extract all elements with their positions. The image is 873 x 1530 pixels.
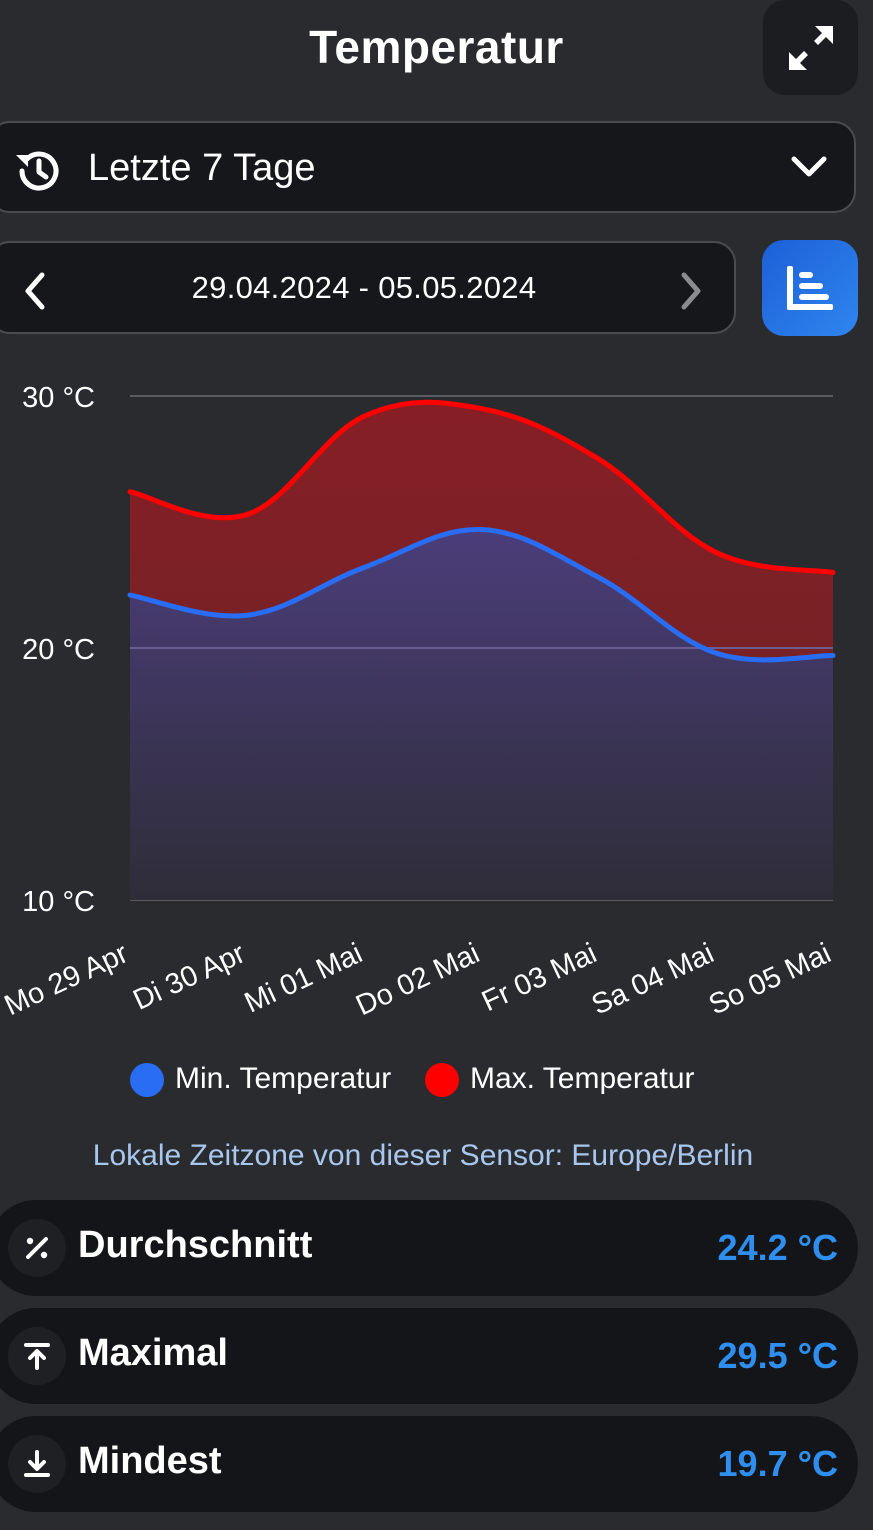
legend-min-label[interactable]: Min. Temperatur [175, 1062, 392, 1095]
stat-maximum-value: 29.5 °C [717, 1335, 838, 1376]
bar-chart-icon [787, 266, 833, 310]
stat-average: Durchschnitt 24.2 °C [0, 1200, 858, 1296]
time-range-select[interactable]: Letzte 7 Tage [0, 121, 856, 213]
y-tick-label: 20 °C [22, 634, 95, 666]
page-title: Temperatur [309, 21, 564, 73]
x-tick-label: Sa 04 Mai [587, 937, 719, 1021]
stat-minimum: Mindest 19.7 °C [0, 1416, 858, 1512]
legend-max-label[interactable]: Max. Temperatur [470, 1062, 695, 1095]
date-navigator: 29.04.2024 - 05.05.2024 [0, 241, 736, 334]
chart-legend: Min. Temperatur Max. Temperatur [0, 1058, 873, 1102]
history-icon [16, 151, 59, 191]
stat-maximum: Maximal 29.5 °C [0, 1308, 858, 1404]
y-tick-label: 30 °C [22, 382, 95, 414]
y-tick-label: 10 °C [22, 886, 95, 918]
x-tick-label: Di 30 Apr [128, 937, 250, 1017]
stat-maximum-label: Maximal [78, 1332, 228, 1374]
time-range-label: Letzte 7 Tage [88, 147, 316, 189]
timezone-note: Lokale Zeitzone von dieser Sensor: Europ… [92, 1139, 754, 1172]
x-tick-label: Mo 29 Apr [0, 937, 133, 1022]
chart-view-button[interactable] [762, 240, 858, 336]
arrow-up-to-line-icon [8, 1327, 66, 1385]
x-tick-label: Do 02 Mai [351, 937, 484, 1022]
legend-max-swatch[interactable] [425, 1063, 459, 1097]
x-tick-label: Mi 01 Mai [240, 937, 367, 1019]
stat-average-label: Durchschnitt [78, 1224, 313, 1266]
chevron-left-icon[interactable] [20, 271, 50, 311]
arrow-down-to-line-icon [8, 1435, 66, 1493]
stat-minimum-value: 19.7 °C [717, 1443, 838, 1484]
expand-icon [788, 25, 833, 70]
legend-min-swatch[interactable] [130, 1063, 164, 1097]
stat-average-value: 24.2 °C [717, 1227, 838, 1268]
chevron-down-icon [791, 156, 827, 177]
max-temperature-line[interactable] [127, 399, 836, 575]
min-temperature-line[interactable] [127, 527, 836, 663]
percent-icon [8, 1219, 66, 1277]
chevron-right-icon[interactable] [676, 271, 706, 311]
expand-button[interactable] [763, 0, 858, 95]
min-temperature-area [130, 529, 833, 900]
x-tick-label: Fr 03 Mai [477, 937, 602, 1018]
x-tick-label: So 05 Mai [704, 937, 836, 1021]
stat-minimum-label: Mindest [78, 1440, 222, 1482]
date-range-text: 29.04.2024 - 05.05.2024 [191, 270, 537, 305]
